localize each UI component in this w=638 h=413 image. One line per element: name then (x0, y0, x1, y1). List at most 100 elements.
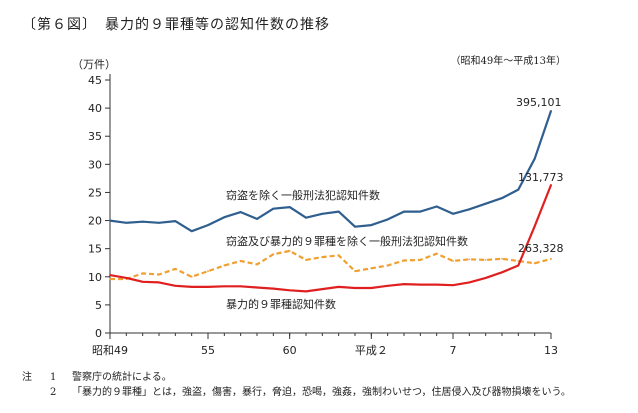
data-point (321, 212, 324, 215)
data-point (272, 287, 275, 290)
y-tick-label: 25 (88, 186, 102, 199)
data-point (370, 267, 373, 270)
data-point (403, 210, 405, 213)
y-tick-label: 35 (88, 130, 102, 143)
y-tick-label: 20 (88, 215, 102, 228)
data-point (419, 259, 422, 261)
data-point (354, 287, 356, 289)
data-point (452, 284, 454, 287)
data-point (517, 260, 520, 262)
y-tick-label: 30 (88, 158, 102, 171)
x-tick-label: 13 (544, 344, 558, 357)
x-tick-label: 平成２ (355, 344, 388, 357)
y-tick-label: 0 (95, 327, 102, 340)
x-tick-label: 60 (283, 344, 297, 357)
data-point (190, 230, 193, 233)
note-1: 注 1 警察庁の統計による。 (22, 370, 571, 385)
data-point (484, 202, 487, 205)
note-2: 2 「暴力的９罪種」とは，強盗，傷害，暴行，脅迫，恐喝，強姦，強制わいせつ，住居侵… (22, 385, 571, 400)
data-point (174, 220, 177, 223)
y-tick-label: 15 (88, 243, 102, 256)
series-line-2 (109, 184, 553, 293)
data-point (125, 221, 128, 224)
data-point (386, 284, 389, 287)
data-point (305, 216, 307, 219)
y-axis-label: （万件） (72, 58, 116, 71)
data-point (223, 264, 226, 267)
data-point (158, 273, 160, 276)
data-point (337, 254, 340, 257)
data-point (435, 283, 438, 286)
data-point (109, 274, 111, 276)
data-point (272, 253, 275, 256)
data-point (435, 252, 438, 255)
data-point (239, 211, 242, 214)
line-chart: 0 5 10 15 20 25 30 35 40 45 （万件） 昭和49 55 60 平成２ 7 13 窃盗を除… (72, 58, 564, 357)
data-point (435, 205, 438, 208)
data-point (321, 288, 324, 291)
data-point (158, 281, 160, 284)
data-point (174, 284, 177, 287)
data-point (484, 259, 487, 261)
data-point (403, 259, 405, 262)
data-point (272, 207, 275, 210)
data-point (125, 277, 128, 279)
notes: 注 1 警察庁の統計による。 2 「暴力的９罪種」とは，強盗，傷害，暴行，脅迫，恐喝，… (22, 370, 571, 400)
data-point (207, 285, 209, 288)
data-point (386, 264, 389, 267)
end-value-label: 263,328 (518, 242, 564, 255)
end-value-label: 395,101 (516, 96, 562, 109)
x-tick-label: 55 (201, 344, 215, 357)
note-number: 1 (50, 372, 57, 383)
data-point (288, 250, 291, 252)
y-tick-label: 10 (88, 271, 102, 284)
data-point (321, 256, 324, 258)
data-point (141, 272, 144, 275)
data-point (370, 224, 373, 226)
data-point (501, 257, 503, 260)
data-point (550, 258, 552, 260)
data-point (223, 285, 226, 288)
data-point (468, 258, 471, 261)
data-point (550, 184, 552, 186)
data-point (484, 277, 487, 279)
series-line-0 (109, 110, 553, 233)
y-tick-label: 45 (88, 74, 102, 87)
note-text: 「暴力的９罪種」とは，強盗，傷害，暴行，脅迫，恐喝，強姦，強制わいせつ，住居侵入… (72, 387, 571, 398)
data-point (419, 283, 422, 286)
x-tick-label: 7 (450, 344, 457, 357)
series-annotation: 暴力的９罪種認知件数 (226, 297, 336, 311)
data-point (288, 289, 291, 292)
data-point (256, 286, 258, 289)
data-point (403, 283, 405, 285)
data-point (223, 216, 226, 219)
series-annotation: 窃盗及び暴力的９罪種を除く一般刑法犯認知件数 (226, 234, 468, 248)
data-point (207, 224, 209, 226)
data-point (419, 210, 422, 213)
y-tick-label: 40 (88, 102, 102, 115)
data-point (239, 285, 242, 288)
data-point (158, 221, 160, 224)
data-point (517, 264, 520, 267)
data-point (305, 259, 307, 261)
figure-title: 〔第６図〕 暴力的９罪種等の認知件数の推移 (22, 17, 330, 33)
note-text: 警察庁の統計による。 (72, 372, 172, 383)
data-point (141, 220, 144, 223)
data-point (141, 280, 144, 283)
note-head: 注 (22, 372, 32, 383)
data-point (370, 287, 373, 289)
series-line-1 (110, 249, 552, 281)
series-annotation: 窃盗を除く一般刑法犯認知件数 (226, 188, 380, 202)
data-point (354, 225, 356, 228)
data-point (239, 260, 242, 262)
data-point (337, 285, 340, 288)
period-label: （昭和49年〜平成13年） (450, 56, 566, 67)
data-point (550, 109, 552, 112)
data-point (468, 208, 471, 211)
data-point (256, 263, 258, 266)
data-point (533, 225, 536, 228)
x-tick-label: 昭和49 (92, 344, 128, 357)
data-point (109, 219, 111, 222)
data-point (190, 275, 193, 278)
data-point (256, 217, 258, 220)
